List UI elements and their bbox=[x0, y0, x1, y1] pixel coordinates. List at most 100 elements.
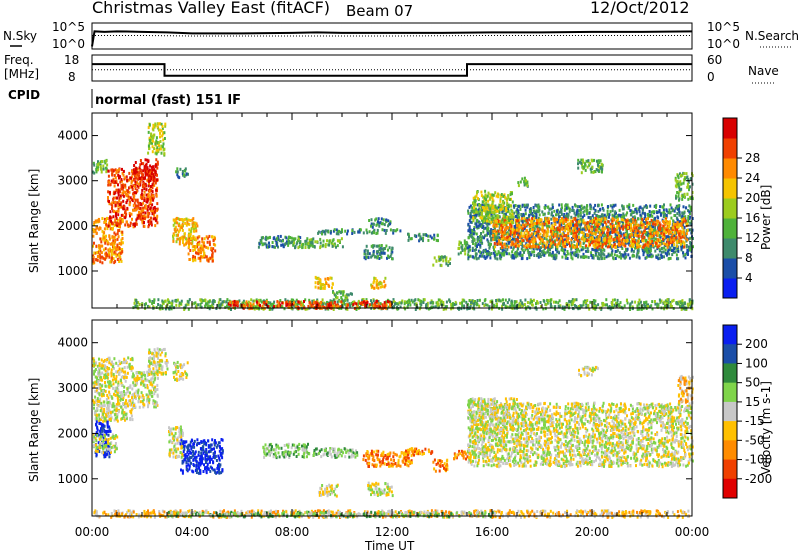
power-cell bbox=[612, 224, 615, 228]
power-cell bbox=[587, 215, 590, 219]
power-cell bbox=[181, 235, 184, 239]
power-cell bbox=[365, 228, 368, 232]
power-cell bbox=[663, 229, 666, 233]
power-region bbox=[432, 255, 452, 268]
power-cell bbox=[182, 218, 185, 222]
power-cell bbox=[526, 217, 529, 221]
power-cell bbox=[486, 223, 489, 227]
power-cell bbox=[564, 255, 567, 259]
power-cell bbox=[479, 250, 482, 254]
power-cell bbox=[520, 229, 523, 232]
power-cell bbox=[331, 242, 334, 246]
power-cell bbox=[185, 239, 188, 243]
power-cell bbox=[144, 215, 147, 219]
power-cell bbox=[379, 281, 382, 285]
power-cell bbox=[477, 236, 480, 240]
power-cell bbox=[646, 217, 649, 221]
power-cell bbox=[622, 205, 625, 209]
power-cell bbox=[595, 168, 598, 171]
power-cell bbox=[313, 245, 316, 249]
cpid-value: normal (fast) 151 IF bbox=[95, 93, 241, 108]
power-cell bbox=[121, 187, 124, 191]
power-cell bbox=[322, 286, 325, 290]
power-cell bbox=[467, 244, 470, 248]
power-cell bbox=[652, 245, 655, 249]
power-cell bbox=[189, 232, 192, 236]
power-cell bbox=[162, 148, 165, 152]
power-cell bbox=[578, 230, 581, 234]
power-cell bbox=[671, 232, 674, 236]
power-cell bbox=[585, 206, 588, 210]
power-cell bbox=[180, 236, 183, 240]
power-cell bbox=[593, 211, 596, 215]
power-cell bbox=[476, 203, 479, 207]
power-cell bbox=[337, 232, 340, 236]
power-cell bbox=[667, 248, 670, 252]
power-cell bbox=[100, 170, 103, 174]
power-cell bbox=[667, 239, 670, 243]
power-cell bbox=[140, 192, 143, 196]
power-cell bbox=[598, 233, 601, 237]
power-cell bbox=[657, 231, 660, 235]
power-cell bbox=[211, 259, 214, 263]
power-cell bbox=[440, 264, 443, 268]
power-cell bbox=[568, 226, 571, 230]
power-cell bbox=[99, 256, 102, 260]
power-cell bbox=[531, 214, 534, 218]
power-cell bbox=[271, 241, 274, 244]
power-cell bbox=[118, 253, 120, 257]
power-cell bbox=[112, 257, 115, 261]
power-cell bbox=[550, 242, 553, 246]
power-cell bbox=[516, 235, 519, 239]
power-cell bbox=[608, 215, 610, 219]
power-cell bbox=[528, 240, 531, 244]
power-cell bbox=[183, 174, 186, 178]
power-cell bbox=[138, 166, 141, 170]
power-cell bbox=[588, 225, 591, 229]
power-cell bbox=[534, 244, 537, 248]
power-cell bbox=[115, 254, 118, 258]
power-cell bbox=[609, 204, 612, 208]
power-cell bbox=[447, 263, 450, 267]
power-cell bbox=[579, 214, 582, 218]
power-cell bbox=[172, 234, 174, 238]
power-cell bbox=[641, 211, 644, 215]
power-cell bbox=[418, 239, 421, 243]
power-cell bbox=[324, 277, 327, 281]
power-cell bbox=[645, 245, 648, 249]
power-cell bbox=[565, 227, 568, 231]
power-cell bbox=[673, 214, 676, 217]
power-cell bbox=[383, 251, 386, 255]
power-cell bbox=[111, 172, 114, 176]
power-cell bbox=[190, 242, 193, 246]
power-cell bbox=[285, 236, 288, 240]
power-cell bbox=[153, 211, 156, 214]
power-cell bbox=[115, 171, 118, 175]
power-cell bbox=[500, 235, 503, 238]
power-cell bbox=[566, 257, 569, 260]
power-cell bbox=[109, 215, 112, 219]
power-cell bbox=[380, 255, 383, 259]
power-cell bbox=[128, 212, 131, 215]
power-cell bbox=[380, 217, 383, 221]
power-cell bbox=[596, 256, 599, 260]
power-cell bbox=[127, 225, 130, 228]
power-cell bbox=[656, 237, 659, 241]
power-cell bbox=[567, 228, 570, 232]
power-cell bbox=[311, 244, 314, 248]
power-cell bbox=[630, 218, 633, 222]
power-cell bbox=[622, 222, 625, 226]
power-cell bbox=[650, 244, 653, 248]
power-cell bbox=[194, 255, 196, 259]
power-cell bbox=[554, 243, 557, 247]
power-cell bbox=[177, 230, 180, 234]
power-cell bbox=[124, 176, 127, 180]
power-cell bbox=[308, 238, 311, 242]
power-cell bbox=[509, 237, 511, 241]
power-cell bbox=[150, 223, 153, 227]
power-cell bbox=[630, 213, 633, 217]
power-cell bbox=[498, 209, 501, 213]
power-cell bbox=[372, 245, 375, 249]
power-cell bbox=[487, 215, 490, 219]
power-cell bbox=[483, 209, 486, 213]
